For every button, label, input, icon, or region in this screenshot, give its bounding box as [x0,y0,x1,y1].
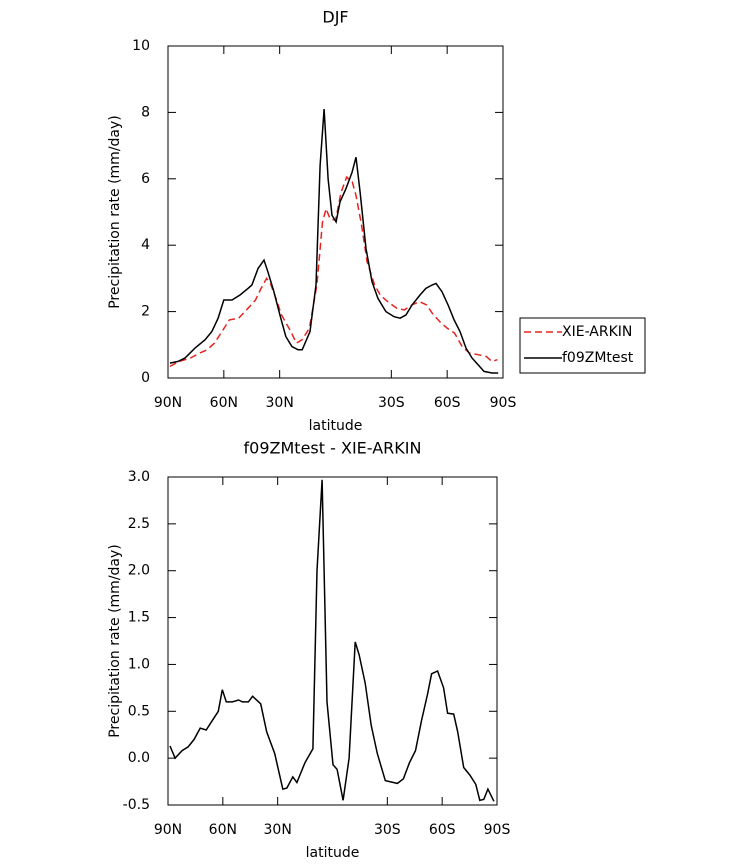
y-tick-label: 1.5 [128,610,150,626]
y-axis-label: Precipitation rate (mm/day) [107,115,123,309]
y-tick-label: 0 [141,370,150,386]
x-tick-label: 30N [264,822,292,838]
y-tick-label: 0.5 [128,703,150,719]
legend-label: f09ZMtest [562,350,634,366]
x-tick-label: 30S [378,395,405,411]
series-line [169,175,498,368]
legend-label: XIE-ARKIN [562,324,632,340]
y-tick-label: 3.0 [128,469,150,485]
y-axis-label: Precipitation rate (mm/day) [107,544,123,738]
y-tick-label: 2.5 [128,516,150,532]
y-tick-label: 8 [141,104,150,120]
y-tick-label: 6 [141,171,150,187]
y-tick-label: 2.0 [128,563,150,579]
x-axis-label: latitude [309,418,363,434]
x-tick-label: 90N [154,822,182,838]
series-line [169,109,499,374]
chart-title: f09ZMtest - XIE-ARKIN [244,439,422,458]
y-tick-label: 2 [141,304,150,320]
x-tick-label: 30S [374,822,401,838]
x-tick-label: 90S [490,395,517,411]
x-tick-label: 60N [209,822,237,838]
plot-frame [167,476,498,806]
series-line [169,479,495,802]
y-tick-label: 4 [141,237,150,253]
y-tick-label: 0.0 [128,750,150,766]
y-tick-label: -0.5 [123,797,150,813]
x-axis-label: latitude [306,845,360,861]
legend-box [519,317,646,374]
chart-title: DJF [322,8,348,27]
x-tick-label: 90S [484,822,511,838]
x-tick-label: 30N [266,395,294,411]
plot-frame [167,45,504,379]
y-tick-label: 10 [132,38,150,54]
x-tick-label: 60S [429,822,456,838]
x-tick-label: 90N [154,395,182,411]
x-tick-label: 60S [434,395,461,411]
x-tick-label: 60N [210,395,238,411]
y-tick-label: 1.0 [128,656,150,672]
